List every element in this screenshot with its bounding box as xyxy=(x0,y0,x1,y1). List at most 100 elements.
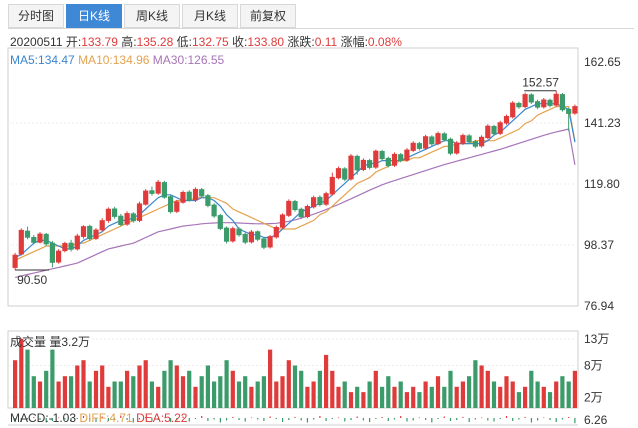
volume-bar xyxy=(535,381,540,408)
volume-bar xyxy=(299,370,304,408)
candle-body xyxy=(292,201,298,211)
candle-body xyxy=(516,102,522,108)
macd-bar xyxy=(505,416,508,418)
low-marker-label: 90.50 xyxy=(17,273,47,287)
high-marker-label: 152.57 xyxy=(522,76,559,90)
info-open-label: 开: xyxy=(65,35,82,49)
volume-bar xyxy=(75,365,80,408)
candle-body xyxy=(130,213,136,222)
tab-intraday[interactable]: 分时图 xyxy=(8,4,64,28)
candle-body xyxy=(367,160,373,168)
volume-bar xyxy=(143,360,148,408)
macd-bar xyxy=(188,418,190,422)
candle-body xyxy=(93,229,99,239)
volume-bar xyxy=(342,381,347,408)
volume-bar xyxy=(261,376,266,408)
candle-body xyxy=(80,226,87,237)
info-close: 133.80 xyxy=(247,35,285,49)
candle-body xyxy=(273,227,279,238)
candle-body xyxy=(161,182,168,198)
price-tick-label: 162.65 xyxy=(584,55,621,69)
macd-bar xyxy=(400,416,402,418)
candle-body xyxy=(192,188,199,201)
tab-monthly-k[interactable]: 月K线 xyxy=(182,4,238,28)
macd-bar xyxy=(244,418,246,422)
candle-body xyxy=(267,236,273,248)
candle-body xyxy=(199,189,205,197)
volume-bar xyxy=(305,386,310,408)
candle-body xyxy=(348,155,354,180)
macd-bar xyxy=(393,418,396,420)
volume-bar xyxy=(286,360,291,408)
info-pct: 0.08% xyxy=(367,35,402,49)
ohlc-info-bar: 20200511 开:133.79 高:135.28 低:132.75 收:13… xyxy=(10,33,402,50)
candle-body xyxy=(447,138,454,154)
macd-value: -1.03 xyxy=(48,411,77,425)
macd-bar xyxy=(151,418,153,421)
volume-bar xyxy=(380,386,385,408)
volume-bar xyxy=(330,370,335,408)
macd-bar xyxy=(487,418,489,421)
candle-body xyxy=(311,197,317,208)
volume-bar xyxy=(317,370,322,408)
volume-bar xyxy=(491,381,497,408)
candle-body xyxy=(205,195,211,206)
macd-bar xyxy=(568,417,570,418)
volume-bar xyxy=(31,376,36,408)
macd-bar xyxy=(58,417,60,419)
macd-bar xyxy=(300,418,302,421)
dea-label: DEA: xyxy=(136,411,165,425)
macd-bar xyxy=(275,418,277,419)
candle-body xyxy=(180,192,186,203)
volume-bar xyxy=(224,360,229,408)
candle-body xyxy=(186,191,192,201)
volume-bar xyxy=(547,392,553,408)
macd-bar xyxy=(555,418,557,422)
macd-bar xyxy=(76,418,78,419)
volume-bar xyxy=(255,381,260,408)
volume-bar xyxy=(56,381,61,408)
macd-bar xyxy=(201,416,203,418)
candle-body xyxy=(566,108,572,114)
macd-bar xyxy=(319,416,321,418)
macd-bar xyxy=(561,418,564,420)
candle-body xyxy=(522,94,528,108)
macd-bar xyxy=(456,418,458,420)
diff-value: 4.71 xyxy=(109,411,133,425)
volume-bar xyxy=(25,349,30,408)
volume-bar xyxy=(554,381,559,408)
price-tick-label: 141.23 xyxy=(584,116,621,130)
info-high-label: 高: xyxy=(121,35,137,49)
tab-forward-adjust[interactable]: 前复权 xyxy=(240,4,296,28)
tab-weekly-k[interactable]: 周K线 xyxy=(124,4,180,28)
volume-bar xyxy=(348,392,354,408)
ma5-label: MA5: xyxy=(10,53,39,67)
ma30-line xyxy=(14,128,576,278)
macd-bar xyxy=(337,417,340,419)
volume-bar xyxy=(37,381,43,408)
volume-bar xyxy=(510,381,515,408)
macd-bar xyxy=(207,418,209,421)
volume-bar xyxy=(398,381,403,408)
macd-bar xyxy=(518,418,520,420)
macd-bar xyxy=(493,418,495,422)
volume-label: 成交量 量3.2万 xyxy=(10,335,91,349)
volume-bar xyxy=(81,360,86,408)
volume-bar xyxy=(479,365,484,408)
candle-body xyxy=(398,154,404,161)
candle-body xyxy=(373,150,379,168)
volume-bar xyxy=(442,386,447,408)
volume-bar xyxy=(87,381,92,408)
tab-daily-k[interactable]: 日K线 xyxy=(66,4,122,28)
volume-bar xyxy=(236,381,242,408)
volume-bar xyxy=(218,376,223,408)
volume-bar xyxy=(280,376,285,408)
volume-bar xyxy=(311,381,316,408)
volume-bar xyxy=(429,386,434,408)
price-tick-label: 76.94 xyxy=(584,299,614,313)
macd-bar xyxy=(406,418,408,422)
info-pct-label: 涨幅: xyxy=(340,35,368,49)
volume-bar xyxy=(572,370,577,408)
macd-bar xyxy=(126,418,128,420)
